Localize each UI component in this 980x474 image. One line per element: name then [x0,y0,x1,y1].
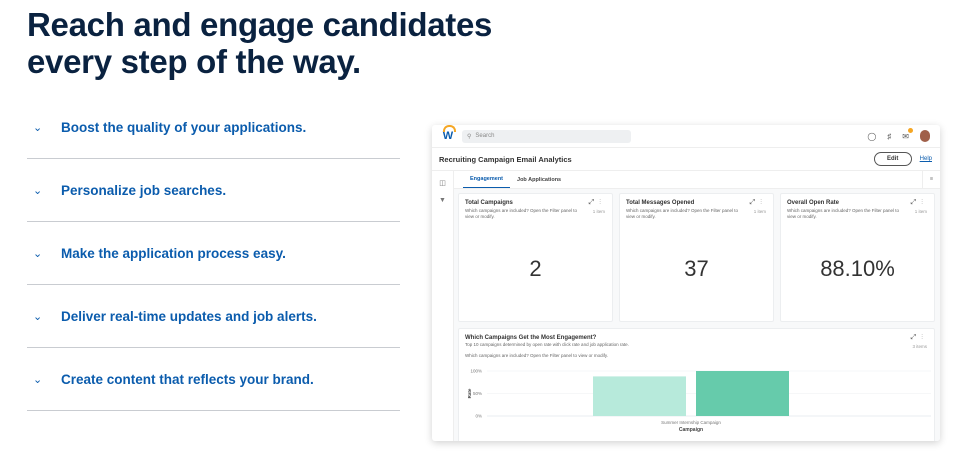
kpi-title: Overall Open Rate [787,200,840,206]
accordion-label: Create content that reflects your brand. [61,371,314,387]
x-axis-label: Campaign [679,427,703,433]
accordion-label: Personalize job searches. [61,182,227,198]
item-count: 1 item [914,209,927,214]
y-tick-label: 0% [475,414,482,419]
tab-engagement[interactable]: Engagement [463,176,511,188]
chart-subtitle: Top 10 campaigns determined by open rate… [465,342,629,347]
y-tick-label: 100% [470,369,482,374]
chat-icon[interactable]: ◯ [867,131,877,141]
accordion-item[interactable]: ⌄ Make the application process easy. [27,222,400,285]
headline-line-2: every step of the way. [27,43,361,80]
chart-card: Which Campaigns Get the Most Engagement?… [458,328,935,441]
bell-icon[interactable]: ♯ [887,131,892,141]
database-icon[interactable]: ◫ [439,180,446,187]
kpi-description: Which campaigns are included? Open the F… [787,208,900,219]
bar-chart: 0% 50% 100% Rate Summer Internship Campaign C… [467,369,931,433]
y-axis-label: Rate [467,388,472,398]
chevron-down-icon: ⌄ [33,247,43,260]
accordion-label: Boost the quality of your applications. [61,119,307,135]
item-count: 3 items [912,344,927,349]
dashboard: Engagement Job Applications ≡ Total Camp… [454,170,940,441]
kpi-value: 37 [684,256,709,281]
help-link[interactable]: Help [919,156,932,162]
kpi-title: Total Campaigns [465,200,513,206]
expand-and-more-icons[interactable]: ⤢⋮ [910,334,928,341]
kpi-card-messages-opened: Total Messages Opened Which campaigns ar… [619,193,774,322]
x-tick-label: Summer Internship Campaign [661,420,721,425]
filter-icon[interactable]: ▼ [439,197,446,204]
headline: Reach and engage candidates every step o… [27,6,492,80]
item-count: 1 item [592,209,605,214]
kpi-title: Total Messages Opened [626,200,695,206]
search-icon: ⚲ [467,133,472,140]
left-rail: ◫ ▼ [432,171,454,441]
kpi-value: 88.10% [820,256,895,281]
accordion-item[interactable]: ⌄ Boost the quality of your applications. [27,96,400,159]
expand-and-more-icons[interactable]: ⤢⋮ [588,199,606,206]
chart-title: Which Campaigns Get the Most Engagement? [465,335,597,341]
chevron-down-icon: ⌄ [33,373,43,386]
avatar[interactable] [920,130,930,142]
bar [696,371,789,416]
accordion-label: Make the application process easy. [61,245,286,261]
headline-line-1: Reach and engage candidates [27,6,493,43]
search-placeholder: Search [475,133,495,139]
top-bar: W ⚲ Search ◯ ♯ ✉ [432,125,940,148]
tab-bar: Engagement Job Applications ≡ [454,170,940,189]
kpi-description: Which campaigns are included? Open the F… [626,208,739,219]
list-icon[interactable]: ≡ [922,170,940,188]
app-screenshot: W ⚲ Search ◯ ♯ ✉ Recruiting Campaign Emai… [432,125,940,441]
kpi-description: Which campaigns are included? Open the F… [465,208,578,219]
notification-badge [908,127,913,133]
y-tick-label: 50% [473,391,482,396]
bar [593,376,686,416]
item-count: 1 item [753,209,766,214]
accordion-item[interactable]: ⌄ Deliver real-time updates and job alert… [27,285,400,348]
search-input[interactable]: ⚲ Search [462,129,631,143]
accordion-item[interactable]: ⌄ Personalize job searches. [27,159,400,222]
kpi-card-open-rate: Overall Open Rate Which campaigns are in… [780,193,935,322]
page-title: Recruiting Campaign Email Analytics [439,154,572,164]
expand-and-more-icons[interactable]: ⤢⋮ [749,199,767,206]
expand-and-more-icons[interactable]: ⤢⋮ [910,199,928,206]
chevron-down-icon: ⌄ [33,121,43,134]
edit-button[interactable]: Edit [873,152,912,166]
kpi-value: 2 [529,256,542,281]
inbox-icon[interactable]: ✉ [902,127,913,141]
chevron-down-icon: ⌄ [33,310,43,323]
chevron-down-icon: ⌄ [33,184,43,197]
accordion-item[interactable]: ⌄ Create content that reflects your brand… [27,348,400,411]
chart-note: Which campaigns are included? Open the F… [465,353,608,358]
kpi-card-total-campaigns: Total Campaigns Which campaigns are incl… [458,193,613,322]
accordion-label: Deliver real-time updates and job alerts… [61,308,317,324]
tab-job-applications[interactable]: Job Applications [517,177,562,183]
workday-logo: W [442,125,456,142]
